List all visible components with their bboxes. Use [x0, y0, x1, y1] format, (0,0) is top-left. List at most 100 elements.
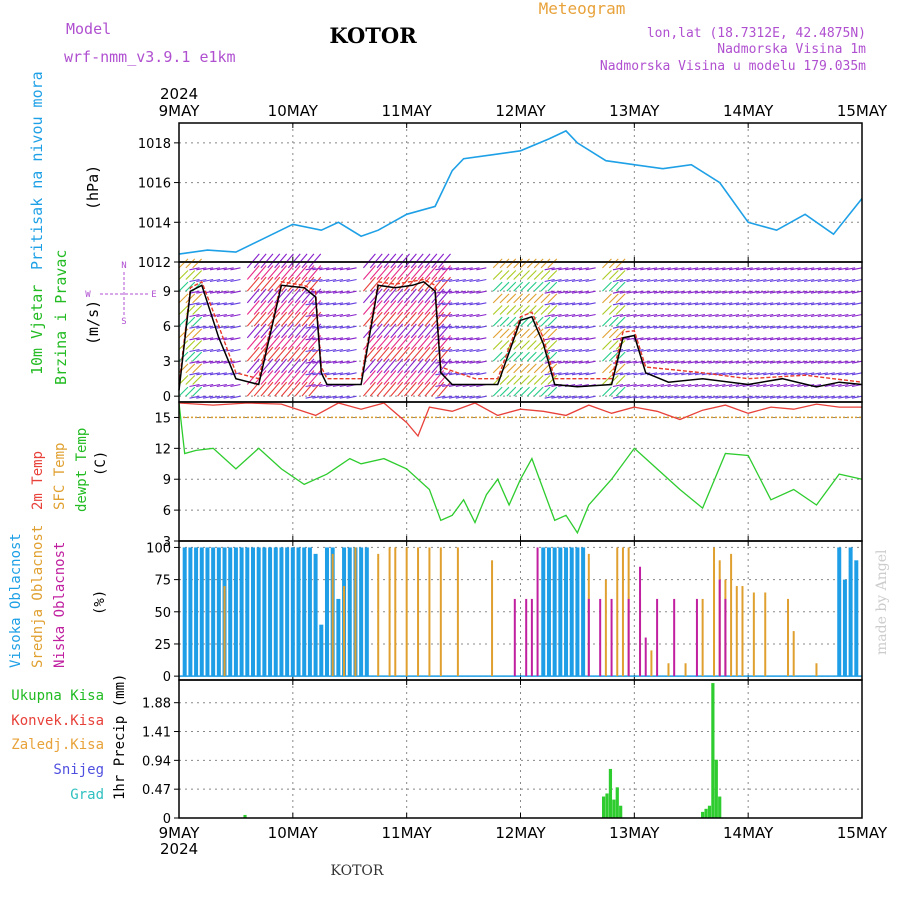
wind-barb	[376, 288, 390, 304]
wind-barb	[267, 265, 281, 280]
wind-barb	[455, 313, 466, 318]
wind-barb	[790, 337, 801, 341]
wind-barb	[362, 300, 376, 315]
wind-barb	[230, 337, 241, 341]
wind-barb	[462, 348, 473, 353]
wind-barb	[339, 372, 350, 376]
cloud-bar	[639, 566, 642, 677]
wind-barb	[469, 395, 480, 399]
wind-barb	[804, 302, 815, 306]
wind-barb	[185, 340, 196, 350]
wind-barb	[301, 311, 315, 327]
wind-barb	[776, 267, 787, 271]
wind-barb	[442, 278, 453, 283]
wind-barb	[267, 381, 281, 397]
wind-barb	[571, 360, 583, 364]
y-tick-label: 0	[163, 390, 171, 405]
wind-barb	[742, 395, 753, 399]
wind-barb	[571, 278, 583, 283]
wind-barb	[376, 370, 390, 385]
wind-barb	[735, 290, 746, 294]
wind-barb	[203, 395, 214, 399]
wind-barb	[442, 337, 453, 341]
wind-barb	[646, 348, 658, 353]
wind-barb	[653, 372, 665, 376]
cloud-bar	[417, 547, 420, 677]
cloud-bar	[581, 547, 586, 677]
wind-barb	[294, 358, 308, 374]
wind-barb	[749, 267, 760, 271]
wind-barb	[499, 328, 510, 339]
wind-barb	[640, 267, 651, 271]
wind-barb	[526, 328, 537, 339]
precip-bar	[711, 683, 715, 818]
wind-barb	[571, 290, 583, 294]
panel-frame	[178, 401, 863, 542]
wind-barb	[776, 290, 787, 294]
wind-barb	[390, 300, 404, 315]
wind-barb	[763, 278, 774, 283]
wind-barb	[339, 337, 350, 341]
wind-barb	[362, 276, 376, 292]
wind-barb	[319, 348, 330, 353]
wind-barb	[715, 348, 726, 353]
wind-barb	[369, 358, 383, 374]
wind-barb	[506, 375, 517, 385]
wind-barb	[274, 288, 288, 304]
wind-barb	[551, 395, 562, 399]
wind-barb	[783, 313, 794, 318]
wind-barb	[253, 335, 267, 350]
cloud-bar	[713, 547, 716, 677]
wind-barb	[742, 302, 753, 306]
wind-barb	[492, 258, 503, 269]
y-tick-label: 12	[154, 442, 171, 457]
wind-barb	[674, 278, 685, 283]
wind-barb	[544, 325, 555, 329]
wind-barb	[653, 325, 665, 329]
wind-barb	[578, 360, 589, 364]
wind-barb	[608, 351, 619, 362]
cloud-bar	[848, 547, 853, 677]
wind-barb	[756, 383, 767, 388]
wind-barb	[701, 395, 712, 399]
wind-barb	[424, 300, 438, 315]
wind-barb	[715, 372, 726, 376]
wind-barb	[189, 325, 200, 329]
wind-barb	[442, 360, 453, 364]
y-tick-label: 1016	[138, 177, 171, 192]
cloud-bar	[296, 547, 301, 677]
wind-barb	[506, 328, 517, 339]
wind-barb	[223, 290, 234, 294]
wind-barb	[192, 305, 203, 315]
wind-barb	[851, 313, 863, 318]
wind-barb	[674, 267, 685, 271]
cloud-axis-title-3: Niska Oblacnost	[52, 542, 68, 668]
cloud-bar	[211, 547, 216, 677]
wind-barb	[319, 337, 330, 341]
wind-barb	[790, 313, 801, 318]
wind-barb	[578, 302, 589, 306]
wind-barb	[804, 337, 815, 341]
wind-barb	[435, 290, 446, 294]
wind-barb	[608, 316, 619, 327]
wind-barb	[653, 267, 665, 271]
wind-barb	[499, 293, 510, 304]
wind-barb	[520, 305, 530, 315]
wind-barb	[424, 346, 438, 362]
wind-barb	[831, 372, 842, 376]
wind-barb	[804, 313, 815, 318]
wind-barb	[544, 383, 555, 388]
wind-barb	[301, 335, 315, 350]
wind-barb	[492, 363, 503, 374]
elevation-label: Nadmorska Visina 1m	[717, 42, 866, 57]
wind-barb	[565, 360, 576, 364]
wind-barb	[715, 290, 726, 294]
wind-barb	[246, 288, 260, 304]
wind-barb	[424, 311, 438, 327]
wind-barb	[845, 383, 856, 388]
wind-barb	[646, 360, 658, 364]
wind-barb	[424, 358, 438, 374]
wind-barb	[383, 288, 397, 304]
wind-barb	[585, 372, 596, 376]
dewpoint-line	[178, 402, 863, 535]
